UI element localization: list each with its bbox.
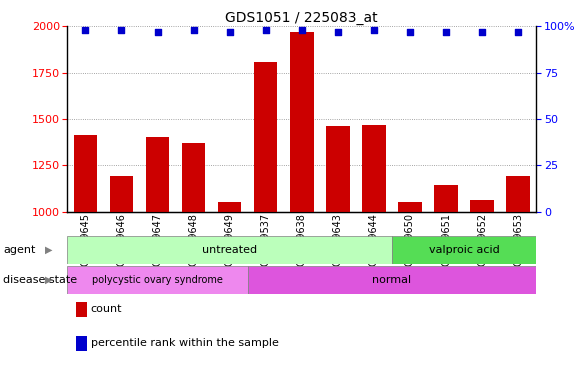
Bar	[392, 236, 536, 264]
Point	[513, 29, 523, 35]
Point	[333, 29, 343, 35]
Bar	[434, 185, 458, 212]
Title: GDS1051 / 225083_at: GDS1051 / 225083_at	[226, 11, 378, 25]
Point	[261, 27, 270, 33]
Point	[81, 27, 90, 33]
Point	[441, 29, 451, 35]
Text: ▶: ▶	[45, 245, 53, 255]
Bar	[182, 143, 205, 212]
Point	[225, 29, 234, 35]
Text: agent: agent	[3, 245, 35, 255]
Point	[153, 29, 162, 35]
Bar	[290, 32, 314, 212]
Point	[297, 27, 306, 33]
Text: percentile rank within the sample: percentile rank within the sample	[91, 338, 279, 348]
Text: ▶: ▶	[45, 275, 53, 285]
Point	[189, 27, 198, 33]
Bar	[471, 200, 494, 212]
Bar	[254, 62, 277, 212]
Bar	[362, 124, 386, 212]
Point	[406, 29, 415, 35]
Text: disease state: disease state	[3, 275, 77, 285]
Bar	[218, 202, 241, 212]
Text: count: count	[91, 304, 122, 314]
Text: normal: normal	[372, 275, 411, 285]
Text: valproic acid: valproic acid	[429, 245, 499, 255]
Bar	[326, 126, 350, 212]
Text: polycystic ovary syndrome: polycystic ovary syndrome	[92, 275, 223, 285]
Bar	[398, 202, 422, 212]
Point	[478, 29, 487, 35]
Point	[117, 27, 126, 33]
Point	[369, 27, 379, 33]
Bar	[146, 137, 169, 212]
Bar	[248, 266, 536, 294]
Bar	[67, 236, 392, 264]
Bar	[110, 176, 133, 212]
Bar	[67, 266, 248, 294]
Text: untreated: untreated	[202, 245, 257, 255]
Bar	[506, 176, 530, 212]
Bar	[74, 135, 97, 212]
